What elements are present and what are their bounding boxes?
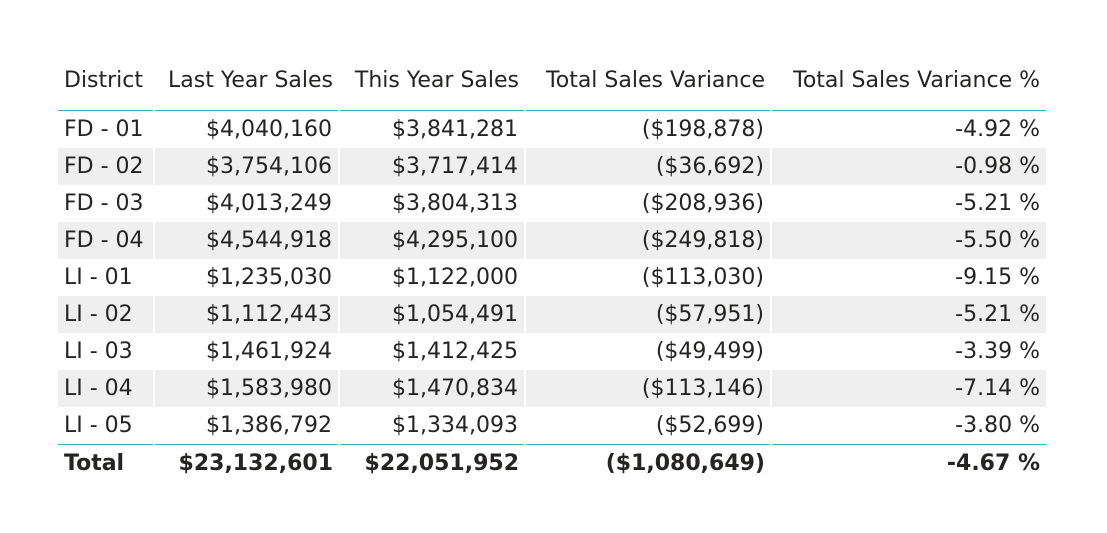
- column-header-total-sales-variance-pct[interactable]: Total Sales Variance %: [771, 52, 1046, 111]
- total-sales-variance: ($1,080,649): [525, 444, 771, 482]
- cell-total-sales-variance: ($198,878): [524, 110, 771, 148]
- cell-total-sales-variance-pct: -3.39 %: [770, 333, 1046, 370]
- table-row: FD - 04 $4,544,918 $4,295,100 ($249,818)…: [58, 222, 1046, 259]
- total-label: Total: [58, 444, 154, 482]
- cell-district: LI - 04: [58, 370, 154, 407]
- cell-total-sales-variance: ($36,692): [524, 148, 771, 185]
- cell-total-sales-variance: ($113,146): [524, 370, 771, 407]
- cell-total-sales-variance: ($113,030): [524, 259, 771, 296]
- cell-district: FD - 02: [58, 148, 154, 185]
- table-row: FD - 03 $4,013,249 $3,804,313 ($208,936)…: [58, 185, 1046, 222]
- cell-total-sales-variance: ($57,951): [524, 296, 771, 333]
- cell-last-year-sales: $1,112,443: [153, 296, 339, 333]
- cell-district: LI - 03: [58, 333, 154, 370]
- cell-district: FD - 03: [58, 185, 154, 222]
- cell-district: FD - 04: [58, 222, 154, 259]
- table-row: FD - 02 $3,754,106 $3,717,414 ($36,692) …: [58, 148, 1046, 185]
- sales-table-visual: District Last Year Sales This Year Sales…: [58, 52, 1046, 482]
- table-row: LI - 05 $1,386,792 $1,334,093 ($52,699) …: [58, 407, 1046, 445]
- column-header-district[interactable]: District: [58, 52, 154, 111]
- cell-total-sales-variance-pct: -9.15 %: [770, 259, 1046, 296]
- cell-last-year-sales: $1,461,924: [153, 333, 339, 370]
- cell-total-sales-variance-pct: -0.98 %: [770, 148, 1046, 185]
- cell-total-sales-variance-pct: -5.21 %: [770, 296, 1046, 333]
- total-last-year-sales: $23,132,601: [154, 444, 339, 482]
- column-header-total-sales-variance[interactable]: Total Sales Variance: [525, 52, 771, 111]
- column-header-last-year-sales[interactable]: Last Year Sales: [154, 52, 339, 111]
- table-row: LI - 04 $1,583,980 $1,470,834 ($113,146)…: [58, 370, 1046, 407]
- cell-total-sales-variance: ($249,818): [524, 222, 771, 259]
- cell-last-year-sales: $3,754,106: [153, 148, 339, 185]
- cell-district: FD - 01: [58, 110, 154, 148]
- cell-this-year-sales: $1,054,491: [338, 296, 525, 333]
- header-row: District Last Year Sales This Year Sales…: [58, 52, 1046, 111]
- cell-district: LI - 01: [58, 259, 154, 296]
- cell-this-year-sales: $4,295,100: [338, 222, 525, 259]
- total-this-year-sales: $22,051,952: [339, 444, 525, 482]
- cell-total-sales-variance-pct: -5.50 %: [770, 222, 1046, 259]
- cell-this-year-sales: $1,334,093: [338, 407, 525, 445]
- sales-table: District Last Year Sales This Year Sales…: [58, 52, 1046, 482]
- cell-this-year-sales: $1,412,425: [338, 333, 525, 370]
- cell-district: LI - 05: [58, 407, 154, 445]
- cell-this-year-sales: $1,470,834: [338, 370, 525, 407]
- table-row: LI - 03 $1,461,924 $1,412,425 ($49,499) …: [58, 333, 1046, 370]
- cell-last-year-sales: $4,544,918: [153, 222, 339, 259]
- cell-last-year-sales: $1,583,980: [153, 370, 339, 407]
- cell-total-sales-variance-pct: -7.14 %: [770, 370, 1046, 407]
- cell-last-year-sales: $1,386,792: [153, 407, 339, 445]
- total-row: Total $23,132,601 $22,051,952 ($1,080,64…: [58, 444, 1046, 482]
- cell-total-sales-variance: ($208,936): [524, 185, 771, 222]
- cell-this-year-sales: $1,122,000: [338, 259, 525, 296]
- table-row: LI - 01 $1,235,030 $1,122,000 ($113,030)…: [58, 259, 1046, 296]
- cell-total-sales-variance-pct: -5.21 %: [770, 185, 1046, 222]
- column-header-this-year-sales[interactable]: This Year Sales: [339, 52, 525, 111]
- table-row: FD - 01 $4,040,160 $3,841,281 ($198,878)…: [58, 110, 1046, 148]
- cell-total-sales-variance-pct: -3.80 %: [770, 407, 1046, 445]
- cell-last-year-sales: $4,013,249: [153, 185, 339, 222]
- cell-this-year-sales: $3,841,281: [338, 110, 525, 148]
- cell-last-year-sales: $1,235,030: [153, 259, 339, 296]
- cell-this-year-sales: $3,717,414: [338, 148, 525, 185]
- total-sales-variance-pct: -4.67 %: [771, 444, 1046, 482]
- cell-district: LI - 02: [58, 296, 154, 333]
- cell-last-year-sales: $4,040,160: [153, 110, 339, 148]
- cell-total-sales-variance-pct: -4.92 %: [770, 110, 1046, 148]
- cell-total-sales-variance: ($52,699): [524, 407, 771, 445]
- cell-this-year-sales: $3,804,313: [338, 185, 525, 222]
- cell-total-sales-variance: ($49,499): [524, 333, 771, 370]
- table-row: LI - 02 $1,112,443 $1,054,491 ($57,951) …: [58, 296, 1046, 333]
